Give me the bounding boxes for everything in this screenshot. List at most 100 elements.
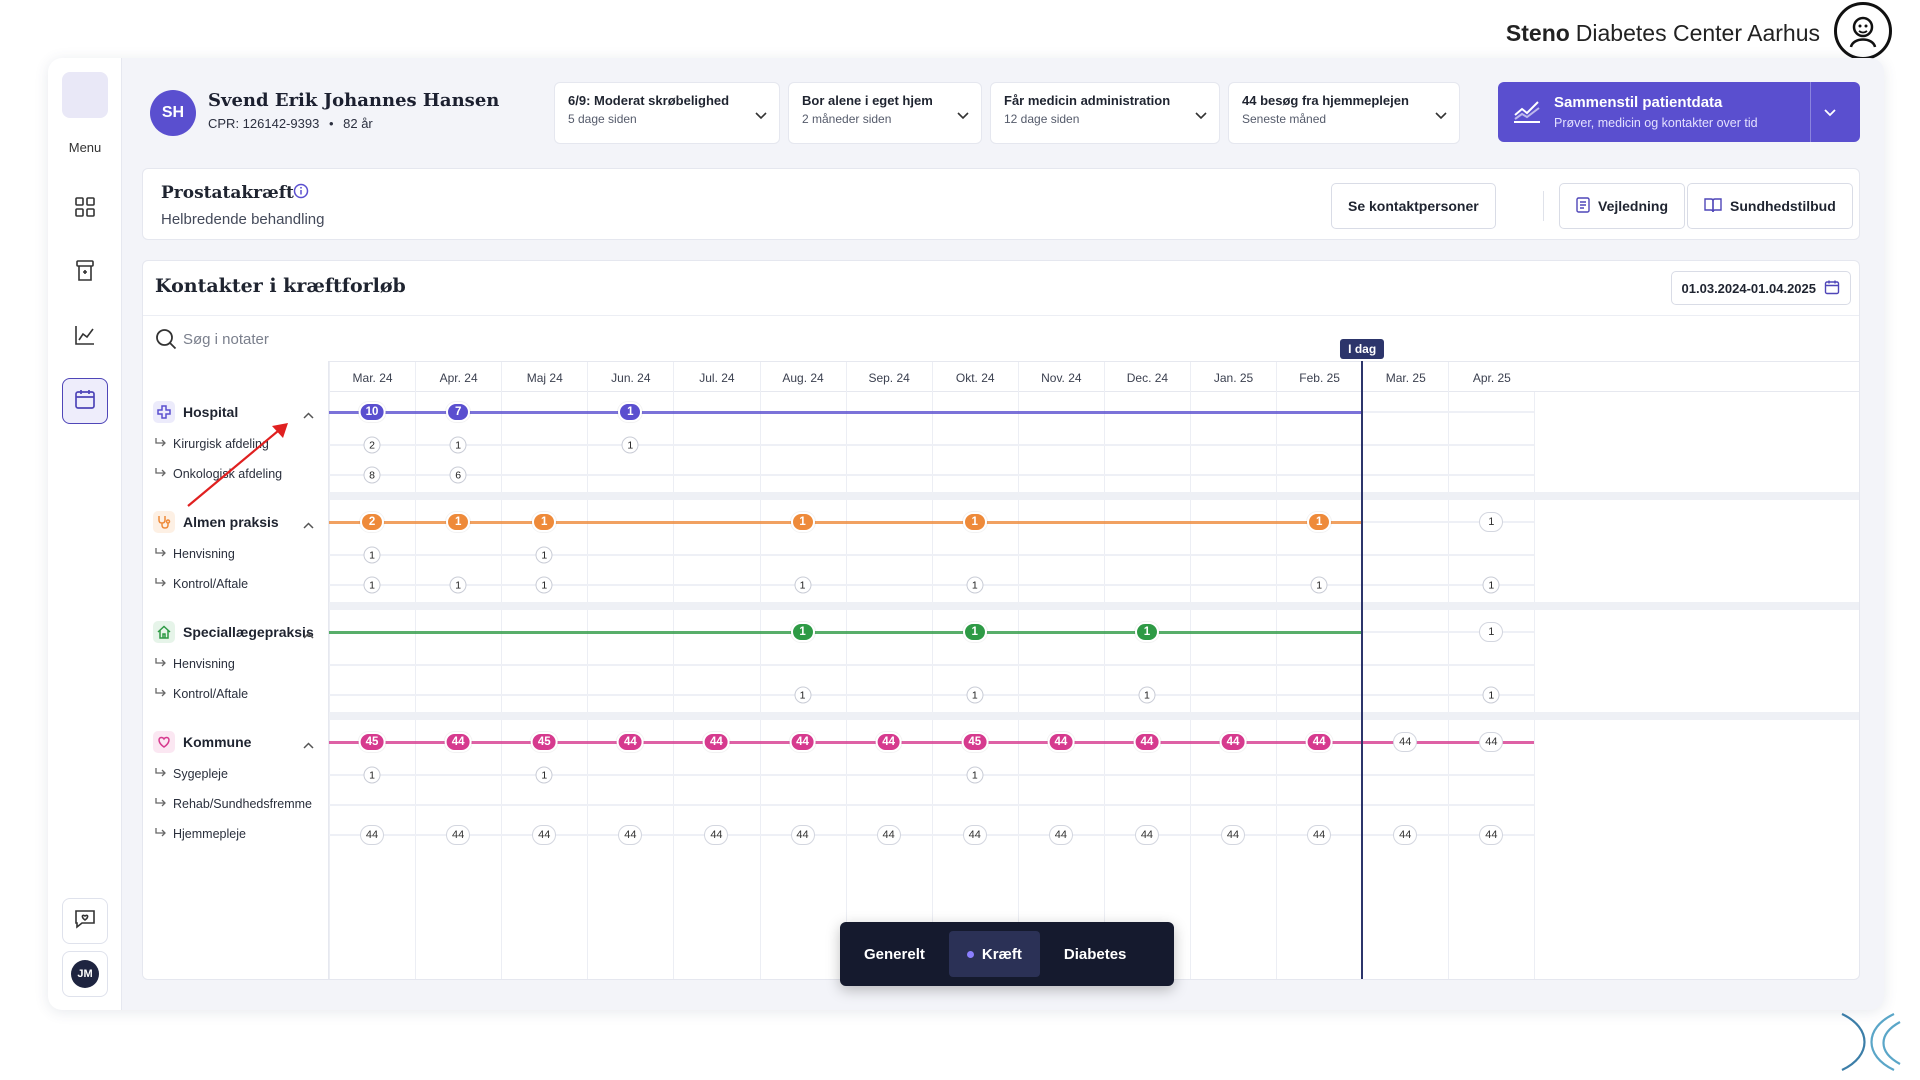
menu-label[interactable]: Menu [68, 140, 102, 155]
sub-contact-count-marker[interactable]: 1 [449, 436, 467, 454]
contact-count-marker[interactable]: 44 [1219, 732, 1247, 752]
contact-count-marker[interactable]: 45 [961, 732, 989, 752]
contact-count-marker[interactable]: 45 [530, 732, 558, 752]
contact-count-marker[interactable]: 1 [1479, 622, 1504, 642]
guidance-button[interactable]: Vejledning [1559, 183, 1686, 229]
contact-count-marker[interactable]: 1 [1134, 622, 1159, 642]
contact-count-marker[interactable]: 45 [358, 732, 386, 752]
group-label-almen-praksis[interactable]: Almen praksis [153, 511, 279, 533]
chevron-up-icon[interactable] [303, 737, 314, 755]
contact-count-marker[interactable]: 44 [616, 732, 644, 752]
sub-contact-count-marker[interactable]: 2 [363, 436, 381, 454]
status-card-medicine[interactable]: Får medicin administration 12 dage siden [990, 82, 1220, 144]
contact-count-marker[interactable]: 44 [1305, 732, 1333, 752]
sub-contact-count-marker[interactable]: 44 [618, 825, 643, 845]
sidebar-item-dashboard[interactable] [62, 186, 108, 232]
sub-contact-count-marker[interactable]: 1 [794, 576, 812, 594]
sub-contact-count-marker[interactable]: 44 [962, 825, 987, 845]
sub-contact-count-marker[interactable]: 44 [532, 825, 557, 845]
view-option-diabetes[interactable]: Diabetes [1046, 931, 1145, 977]
sidebar-feedback-button[interactable] [62, 898, 108, 944]
sub-contact-count-marker[interactable]: 44 [704, 825, 729, 845]
contact-count-marker[interactable]: 1 [790, 512, 815, 532]
sidebar-item-graphs[interactable] [62, 314, 108, 360]
sub-contact-count-marker[interactable]: 44 [876, 825, 901, 845]
sub-row-label[interactable]: Sygepleje [155, 767, 228, 781]
contact-count-marker[interactable]: 1 [1307, 512, 1332, 532]
group-label-speciallægepraksis[interactable]: Speciallægepraksis [153, 621, 314, 643]
contact-count-marker[interactable]: 44 [1133, 732, 1161, 752]
sub-contact-count-marker[interactable]: 1 [1138, 686, 1156, 704]
contact-count-marker[interactable]: 1 [618, 402, 643, 422]
sub-contact-count-marker[interactable]: 1 [535, 546, 553, 564]
view-option-general[interactable]: Generelt [846, 931, 943, 977]
date-range-picker[interactable]: 01.03.2024-01.04.2025 [1670, 271, 1851, 305]
sub-contact-count-marker[interactable]: 1 [966, 686, 984, 704]
sub-contact-count-marker[interactable]: 8 [363, 466, 381, 484]
sub-contact-count-marker[interactable]: 44 [1221, 825, 1246, 845]
contact-count-marker[interactable]: 10 [358, 402, 386, 422]
sidebar-item-calendar[interactable] [62, 378, 108, 424]
sub-contact-count-marker[interactable]: 1 [363, 546, 381, 564]
contact-count-marker[interactable]: 1 [1479, 512, 1504, 532]
sub-contact-count-marker[interactable]: 44 [790, 825, 815, 845]
sub-row-label[interactable]: Kirurgisk afdeling [155, 437, 269, 451]
sub-contact-count-marker[interactable]: 1 [1482, 686, 1500, 704]
contact-count-marker[interactable]: 44 [1393, 732, 1418, 752]
contact-count-marker[interactable]: 1 [446, 512, 471, 532]
chevron-up-icon[interactable] [303, 517, 314, 535]
health-offers-button[interactable]: Sundhedstilbud [1687, 183, 1853, 229]
contact-count-marker[interactable]: 1 [962, 512, 987, 532]
sub-contact-count-marker[interactable]: 44 [446, 825, 471, 845]
sub-row-label[interactable]: Hjemmepleje [155, 827, 246, 841]
contact-count-marker[interactable]: 1 [790, 622, 815, 642]
sub-row-label[interactable]: Kontrol/Aftale [155, 577, 248, 591]
compile-patient-data-button[interactable]: Sammenstil patientdata Prøver, medicin o… [1498, 82, 1860, 142]
sub-contact-count-marker[interactable]: 1 [449, 576, 467, 594]
chevron-up-icon[interactable] [303, 407, 314, 425]
group-label-hospital[interactable]: Hospital [153, 401, 238, 423]
chevron-up-icon[interactable] [303, 627, 314, 645]
sub-contact-count-marker[interactable]: 1 [621, 436, 639, 454]
sub-row-label[interactable]: Kontrol/Aftale [155, 687, 248, 701]
contact-count-marker[interactable]: 44 [875, 732, 903, 752]
sidebar-item-medicine[interactable] [62, 250, 108, 296]
sub-contact-count-marker[interactable]: 1 [794, 686, 812, 704]
user-avatar-button[interactable]: JM [62, 951, 108, 997]
contact-count-marker[interactable]: 1 [962, 622, 987, 642]
sub-contact-count-marker[interactable]: 1 [535, 766, 553, 784]
sub-contact-count-marker[interactable]: 1 [966, 766, 984, 784]
status-card-homecare[interactable]: 44 besøg fra hjemmeplejen Seneste måned [1228, 82, 1460, 144]
contact-count-marker[interactable]: 7 [446, 402, 471, 422]
sub-contact-count-marker[interactable]: 1 [1482, 576, 1500, 594]
sub-contact-count-marker[interactable]: 6 [449, 466, 467, 484]
contact-count-marker[interactable]: 44 [1047, 732, 1075, 752]
see-contacts-button[interactable]: Se kontaktpersoner [1331, 183, 1496, 229]
sub-contact-count-marker[interactable]: 44 [1048, 825, 1073, 845]
status-card-frailty[interactable]: 6/9: Moderat skrøbelighed 5 dage siden [554, 82, 780, 144]
sub-row-label[interactable]: Henvisning [155, 657, 235, 671]
sub-contact-count-marker[interactable]: 1 [1310, 576, 1328, 594]
sub-contact-count-marker[interactable]: 44 [1134, 825, 1159, 845]
sub-contact-count-marker[interactable]: 1 [363, 576, 381, 594]
contact-count-marker[interactable]: 44 [1479, 732, 1504, 752]
sub-row-label[interactable]: Henvisning [155, 547, 235, 561]
view-option-cancer[interactable]: Kræft [948, 931, 1040, 977]
sub-contact-count-marker[interactable]: 44 [1393, 825, 1418, 845]
sub-contact-count-marker[interactable]: 44 [360, 825, 385, 845]
sub-contact-count-marker[interactable]: 44 [1307, 825, 1332, 845]
sub-contact-count-marker[interactable]: 44 [1479, 825, 1504, 845]
info-icon[interactable] [293, 183, 309, 204]
sub-contact-count-marker[interactable]: 1 [535, 576, 553, 594]
group-label-kommune[interactable]: Kommune [153, 731, 251, 753]
contact-count-marker[interactable]: 2 [360, 512, 385, 532]
chevron-down-icon[interactable] [1824, 104, 1836, 122]
contact-count-marker[interactable]: 44 [789, 732, 816, 752]
sub-contact-count-marker[interactable]: 1 [363, 766, 381, 784]
contact-count-marker[interactable]: 1 [532, 512, 557, 532]
notes-search-input[interactable] [183, 326, 583, 352]
sub-row-label[interactable]: Rehab/Sundhedsfremme [155, 797, 312, 811]
sub-contact-count-marker[interactable]: 1 [966, 576, 984, 594]
sidebar-logo-placeholder[interactable] [62, 72, 108, 118]
contact-count-marker[interactable]: 44 [703, 732, 730, 752]
